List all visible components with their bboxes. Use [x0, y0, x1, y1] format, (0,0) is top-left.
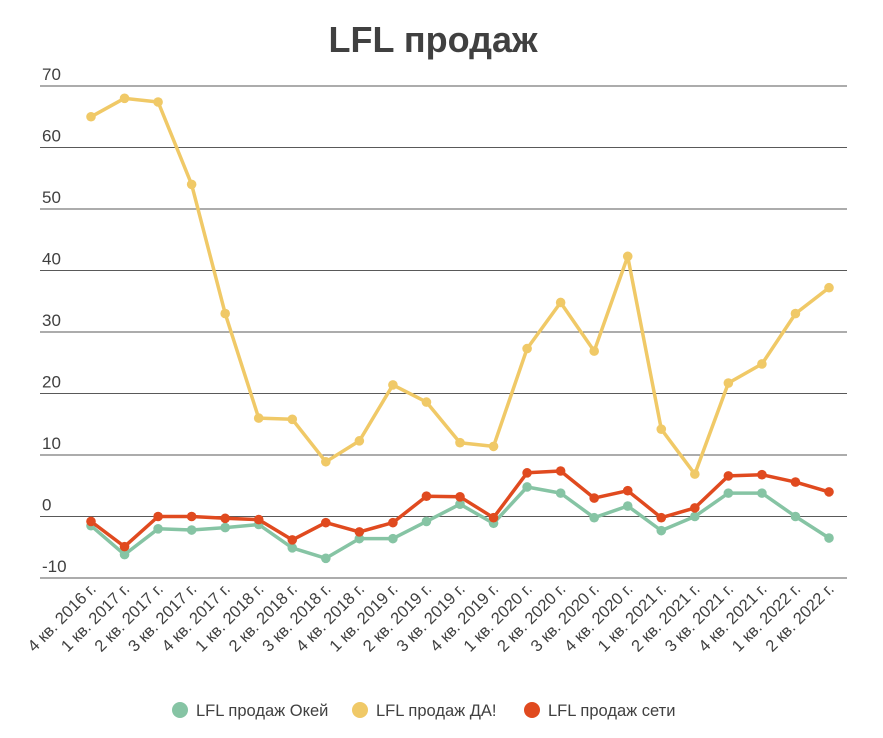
- legend-item: LFL продаж Окей: [172, 702, 328, 720]
- data-point: [186, 511, 197, 522]
- data-point: [824, 487, 834, 497]
- data-point: [354, 533, 365, 544]
- data-point: [253, 413, 264, 423]
- data-point: [119, 93, 130, 104]
- y-tick-label: 0: [42, 496, 51, 515]
- legend-marker: [524, 702, 540, 718]
- data-point: [522, 343, 532, 354]
- data-point: [690, 503, 700, 513]
- y-tick-label: -10: [42, 557, 67, 576]
- legend-item: LFL продаж сети: [524, 702, 675, 720]
- data-point: [354, 436, 365, 446]
- data-point: [656, 424, 667, 434]
- data-point: [253, 514, 264, 525]
- data-point: [119, 549, 130, 560]
- data-point: [723, 378, 734, 388]
- data-point: [824, 282, 834, 293]
- data-point: [388, 380, 398, 390]
- legend-item: LFL продаж ДА!: [352, 702, 497, 720]
- gridlines: [40, 85, 847, 579]
- data-point: [488, 441, 499, 452]
- data-point: [455, 492, 465, 502]
- data-point: [287, 543, 298, 553]
- legend-label: LFL продаж Окей: [196, 702, 328, 720]
- data-point: [153, 97, 163, 107]
- data-point: [757, 469, 767, 480]
- data-point: [589, 346, 599, 356]
- legend-label: LFL продаж сети: [548, 702, 675, 720]
- data-point: [86, 516, 96, 527]
- x-axis-ticks: 4 кв. 2016 г.1 кв. 2017 г.2 кв. 2017 г.3…: [24, 580, 838, 656]
- data-point: [622, 485, 633, 496]
- data-point: [153, 511, 163, 522]
- data-point: [421, 516, 432, 527]
- y-tick-label: 20: [42, 373, 61, 392]
- series-3: [86, 466, 834, 552]
- data-point: [555, 466, 566, 476]
- data-point: [622, 501, 633, 511]
- series-2: [86, 482, 834, 564]
- y-tick-label: 50: [42, 188, 61, 207]
- data-point: [522, 482, 532, 492]
- data-point: [622, 251, 633, 262]
- data-point: [354, 527, 365, 537]
- y-tick-label: 30: [42, 311, 61, 330]
- legend-marker: [172, 702, 188, 718]
- y-tick-label: 60: [42, 127, 61, 146]
- data-point: [690, 511, 700, 522]
- data-point: [421, 491, 432, 502]
- data-point: [421, 397, 432, 407]
- data-point: [656, 525, 667, 536]
- data-point: [723, 471, 734, 481]
- legend-marker: [352, 702, 368, 718]
- data-point: [488, 512, 499, 523]
- data-point: [388, 533, 398, 544]
- legend: LFL продаж Окей LFL продаж ДА! LFL продаж …: [172, 702, 675, 720]
- data-point: [220, 522, 230, 533]
- y-axis-ticks: 70 60 50 40 30 20 10 0 -10: [42, 65, 67, 576]
- data-point: [119, 541, 130, 552]
- series-line: [89, 96, 831, 476]
- data-point: [186, 525, 197, 535]
- data-point: [321, 517, 331, 528]
- y-tick-label: 70: [42, 65, 61, 84]
- data-point: [757, 359, 767, 369]
- data-point: [589, 512, 599, 523]
- data-point: [220, 513, 230, 524]
- data-point: [757, 488, 767, 498]
- data-point: [790, 511, 801, 522]
- data-point: [555, 488, 566, 498]
- data-point: [321, 456, 331, 467]
- data-point: [86, 111, 96, 122]
- data-point: [287, 535, 298, 545]
- series-layer: [86, 93, 834, 564]
- y-tick-label: 40: [42, 250, 61, 269]
- data-point: [388, 517, 398, 528]
- series-1: [86, 93, 834, 479]
- data-point: [522, 468, 532, 478]
- data-point: [589, 493, 599, 503]
- legend-label: LFL продаж ДА!: [376, 702, 497, 720]
- data-point: [321, 553, 331, 564]
- data-point: [455, 437, 465, 448]
- data-point: [690, 469, 700, 479]
- data-point: [287, 414, 298, 425]
- data-point: [790, 308, 801, 319]
- data-point: [455, 499, 465, 510]
- data-point: [656, 512, 667, 523]
- data-point: [555, 297, 566, 308]
- chart-title: LFL продаж: [329, 19, 538, 60]
- data-point: [186, 179, 197, 190]
- y-tick-label: 10: [42, 434, 61, 453]
- data-point: [790, 477, 801, 487]
- data-point: [153, 524, 163, 534]
- data-point: [824, 533, 834, 543]
- data-point: [220, 308, 230, 319]
- data-point: [723, 488, 734, 498]
